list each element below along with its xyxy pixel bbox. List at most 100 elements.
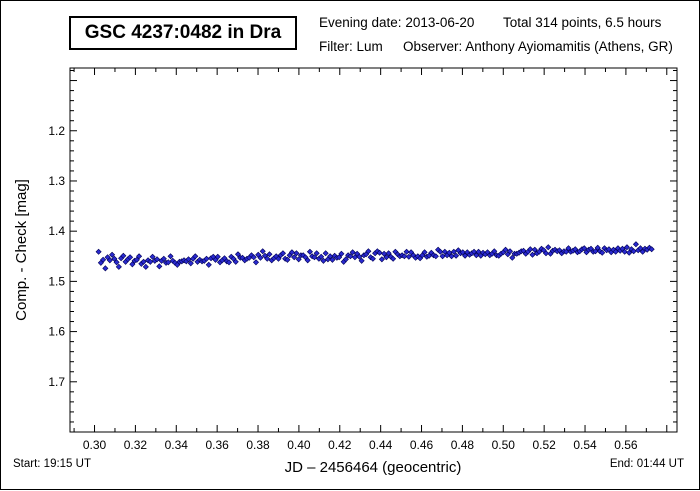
x-tick-label: 0.40: [287, 438, 311, 452]
x-axis-label: JD – 2456464 (geocentric): [285, 459, 462, 476]
data-point: [338, 250, 345, 257]
data-point: [342, 256, 349, 263]
data-point: [214, 253, 221, 260]
x-tick-label: 0.44: [369, 438, 393, 452]
data-point: [266, 251, 273, 258]
data-point: [648, 246, 655, 253]
data-point: [453, 252, 460, 259]
data-point: [509, 254, 516, 261]
x-tick-label: 0.34: [165, 438, 189, 452]
data-point: [329, 256, 336, 263]
x-tick-label: 0.38: [246, 438, 270, 452]
data-point: [448, 253, 455, 260]
x-tick-label: 0.48: [451, 438, 475, 452]
x-tick-label: 0.30: [83, 438, 107, 452]
data-point: [234, 251, 242, 258]
data-points: [95, 241, 655, 272]
data-point: [320, 257, 327, 264]
data-point: [365, 248, 372, 255]
data-point: [284, 256, 291, 263]
data-point: [187, 260, 194, 267]
y-tick-label: 1.2: [48, 124, 65, 138]
data-point: [115, 263, 122, 270]
data-point: [156, 263, 163, 270]
data-point: [369, 255, 376, 262]
data-point: [390, 255, 397, 262]
data-point: [252, 259, 260, 266]
data-point: [450, 248, 457, 255]
data-point: [529, 251, 536, 258]
data-point: [378, 256, 385, 263]
data-point: [527, 246, 534, 253]
data-point: [531, 246, 538, 253]
observer-label: Observer: Anthony Ayiomamitis (Athens, G…: [403, 39, 673, 54]
data-point: [203, 255, 210, 262]
plot-area: [69, 67, 678, 433]
x-tick-label: 0.50: [492, 438, 516, 452]
x-tick-label: 0.32: [124, 438, 148, 452]
data-point: [318, 253, 325, 260]
data-point: [351, 254, 358, 261]
data-point: [111, 255, 118, 262]
data-point: [383, 254, 390, 261]
data-point: [205, 261, 212, 268]
data-point: [311, 254, 318, 261]
data-point: [259, 248, 266, 255]
total-points-label: Total 314 points, 6.5 hours: [503, 15, 662, 30]
data-point: [322, 250, 329, 257]
data-point: [563, 248, 570, 255]
data-point: [356, 253, 363, 260]
data-point: [279, 250, 286, 257]
x-tick-label: 0.36: [205, 438, 229, 452]
y-axis-label: Comp. - Check [mag]: [13, 179, 30, 321]
data-point: [127, 254, 134, 261]
end-time-label: End: 01:44 UT: [609, 458, 684, 470]
data-point: [545, 244, 552, 251]
data-point: [165, 259, 172, 266]
data-point: [106, 257, 113, 264]
data-point: [136, 253, 143, 260]
y-tick-label: 1.7: [48, 375, 65, 389]
data-point: [459, 249, 466, 256]
data-point: [129, 261, 136, 268]
data-point: [626, 249, 633, 256]
data-point: [336, 254, 343, 261]
data-point: [142, 263, 149, 270]
data-point: [347, 253, 354, 260]
data-point: [542, 250, 550, 257]
data-point: [592, 248, 599, 255]
x-tick-label: 0.52: [532, 438, 556, 452]
data-point: [304, 257, 311, 264]
data-point: [471, 248, 478, 255]
data-point: [264, 255, 271, 262]
x-tick-label: 0.54: [573, 438, 597, 452]
data-point: [149, 253, 156, 260]
data-point: [109, 251, 116, 258]
data-point: [120, 252, 127, 259]
y-tick-label: 1.5: [48, 274, 65, 288]
data-point: [599, 249, 606, 256]
data-point: [95, 248, 102, 255]
y-tick-label: 1.3: [48, 174, 65, 188]
data-point: [306, 248, 313, 255]
data-point: [113, 259, 120, 266]
data-point: [192, 253, 199, 260]
data-point: [140, 258, 147, 265]
data-point: [637, 245, 644, 252]
data-point: [275, 255, 282, 262]
data-point: [421, 249, 428, 256]
evening-date-label: Evening date: 2013-06-20: [319, 15, 475, 30]
data-point: [133, 256, 140, 263]
data-point: [506, 248, 514, 255]
data-point: [225, 259, 233, 266]
data-point: [623, 244, 630, 251]
data-point: [632, 241, 639, 248]
data-point: [581, 245, 588, 252]
x-axis-ticks: 0.30 0.32 0.34 0.36 0.38 0.40 0.42 0.44 0.46 0.48…: [73, 68, 668, 452]
start-time-label: Start: 19:15 UT: [13, 458, 91, 470]
data-point: [102, 265, 109, 272]
data-point: [405, 253, 412, 260]
data-point: [257, 254, 264, 261]
data-point: [349, 249, 356, 256]
